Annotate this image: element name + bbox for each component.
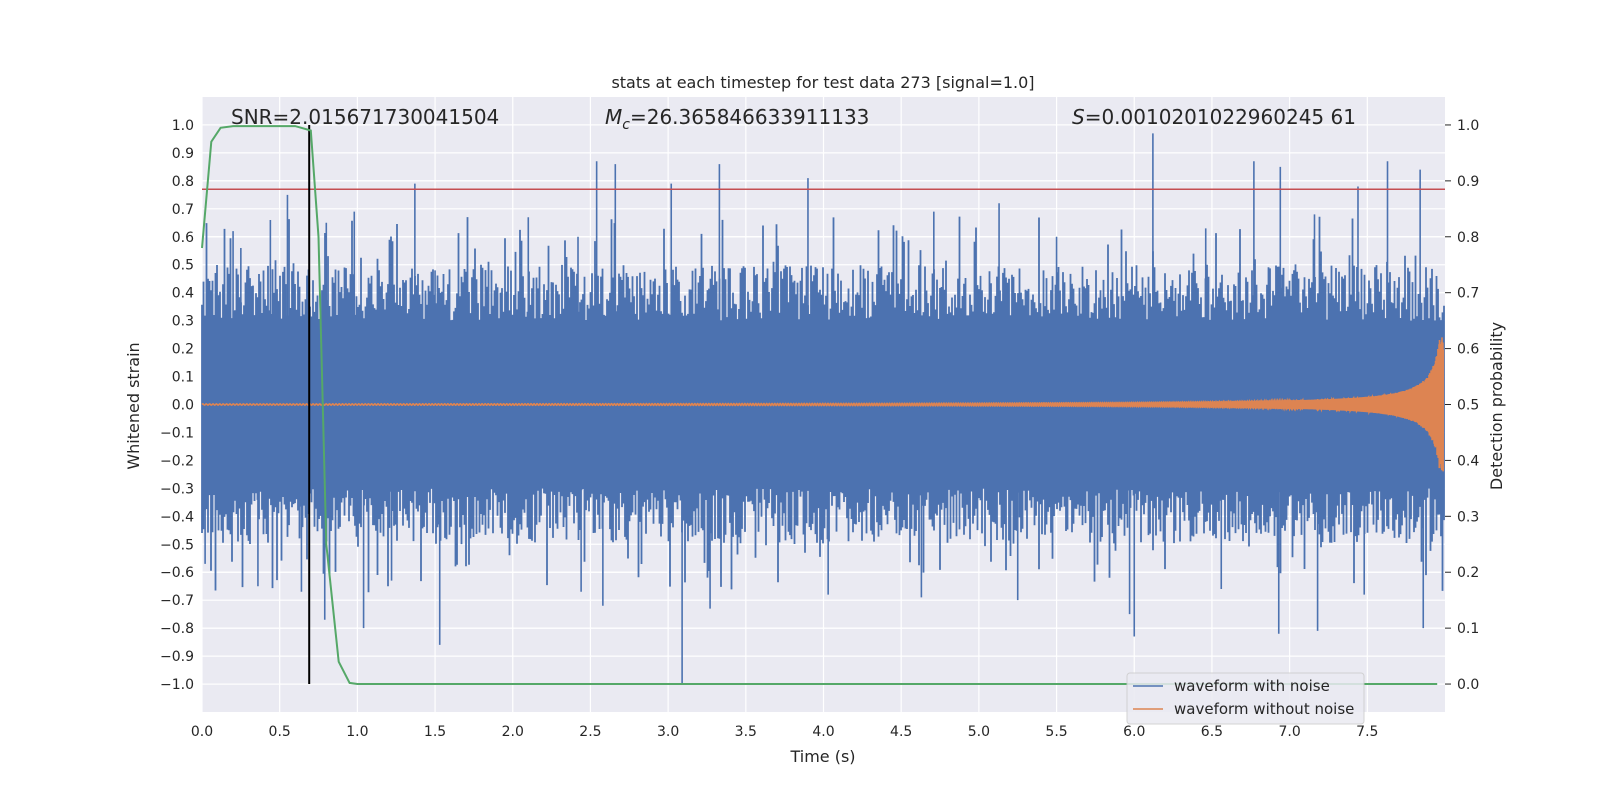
s-annotation: S=0.0010201022960245 61 (1072, 105, 1356, 129)
x-tick-label: 2.0 (502, 724, 524, 740)
y-tick-label: −1.0 (160, 677, 194, 693)
reference-lines (202, 124, 1445, 685)
y-tick-label: −0.6 (160, 565, 194, 581)
chirp-mass-subscript: c (622, 117, 630, 133)
y-tick-label: 1.0 (172, 118, 194, 134)
y-tick-label: −0.4 (160, 509, 194, 525)
x-tick-label: 1.0 (346, 724, 368, 740)
chirp-mass-value: =26.365846633911133 (630, 105, 869, 129)
axis-ticks: 0.0 0.5 1.0 1.5 2.0 2.5 3.0 3.5 4.0 4.5 5.0 5.5 6.0 6… (160, 118, 1479, 740)
y-tick-label: −0.7 (160, 593, 194, 609)
x-tick-label: 6.0 (1123, 724, 1145, 740)
y-tick-label: 0.7 (172, 202, 194, 218)
y-axis-right-label: Detection probability (1487, 322, 1506, 490)
y-right-tick-label: 0.4 (1457, 453, 1479, 469)
y-right-tick-label: 1.0 (1457, 118, 1479, 134)
series-waveform-without-noise (201, 337, 1445, 472)
probability-line (201, 125, 1438, 685)
y-tick-label: −0.5 (160, 537, 194, 553)
y-tick-label: 0.8 (172, 174, 194, 190)
y-tick-label: 0.5 (172, 258, 194, 274)
y-tick-label: 0.0 (172, 398, 194, 414)
x-tick-label: 6.5 (1201, 724, 1223, 740)
legend-label-clean: waveform without noise (1174, 700, 1354, 718)
y-tick-label: 0.1 (172, 370, 194, 386)
y-right-tick-label: 0.7 (1457, 286, 1479, 302)
legend: waveform with noise waveform without noi… (1126, 672, 1365, 725)
clean-chirp-line (201, 337, 1445, 472)
x-tick-label: 5.0 (968, 724, 990, 740)
y-tick-label: 0.3 (172, 314, 194, 330)
y-axis-label: Whitened strain (124, 342, 143, 469)
x-tick-label: 4.0 (812, 724, 834, 740)
x-tick-label: 4.5 (890, 724, 912, 740)
chart-title: stats at each timestep for test data 273… (611, 73, 1034, 92)
series-detection-probability (201, 125, 1438, 685)
s-symbol: S (1072, 105, 1085, 129)
chirp-mass-annotation: Mc=26.365846633911133 (605, 105, 869, 133)
s-value: =0.0010201022960245 61 (1085, 105, 1356, 129)
y-tick-label: −0.3 (160, 481, 194, 497)
chirp-mass-symbol: M (605, 105, 622, 129)
y-right-tick-label: 0.3 (1457, 509, 1479, 525)
x-tick-label: 1.5 (424, 724, 446, 740)
x-tick-label: 3.5 (735, 724, 757, 740)
x-tick-label: 7.0 (1278, 724, 1300, 740)
y-right-tick-label: 0.6 (1457, 342, 1479, 358)
x-axis-label: Time (s) (789, 747, 855, 766)
y-right-tick-label: 0.5 (1457, 398, 1479, 414)
x-tick-label: 5.5 (1045, 724, 1067, 740)
y-tick-label: −0.8 (160, 621, 194, 637)
y-right-tick-label: 0.1 (1457, 621, 1479, 637)
x-tick-label: 2.5 (579, 724, 601, 740)
y-tick-label: 0.6 (172, 230, 194, 246)
y-right-tick-label: 0.9 (1457, 174, 1479, 190)
y-tick-label: −0.1 (160, 425, 194, 441)
x-tick-label: 0.5 (269, 724, 291, 740)
y-tick-label: 0.9 (172, 146, 194, 162)
y-tick-label: 0.2 (172, 342, 194, 358)
y-tick-label: −0.9 (160, 649, 194, 665)
y-right-tick-label: 0.2 (1457, 565, 1479, 581)
y-right-tick-label: 0.0 (1457, 677, 1479, 693)
y-tick-label: −0.2 (160, 453, 194, 469)
x-tick-label: 0.0 (191, 724, 213, 740)
legend-box (1126, 672, 1365, 725)
y-tick-label: 0.4 (172, 286, 194, 302)
y-right-tick-label: 0.8 (1457, 230, 1479, 246)
snr-annotation: SNR=2.015671730041504 (231, 105, 499, 129)
x-tick-label: 3.0 (657, 724, 679, 740)
x-tick-label: 7.5 (1356, 724, 1378, 740)
legend-label-noisy: waveform with noise (1174, 677, 1330, 695)
